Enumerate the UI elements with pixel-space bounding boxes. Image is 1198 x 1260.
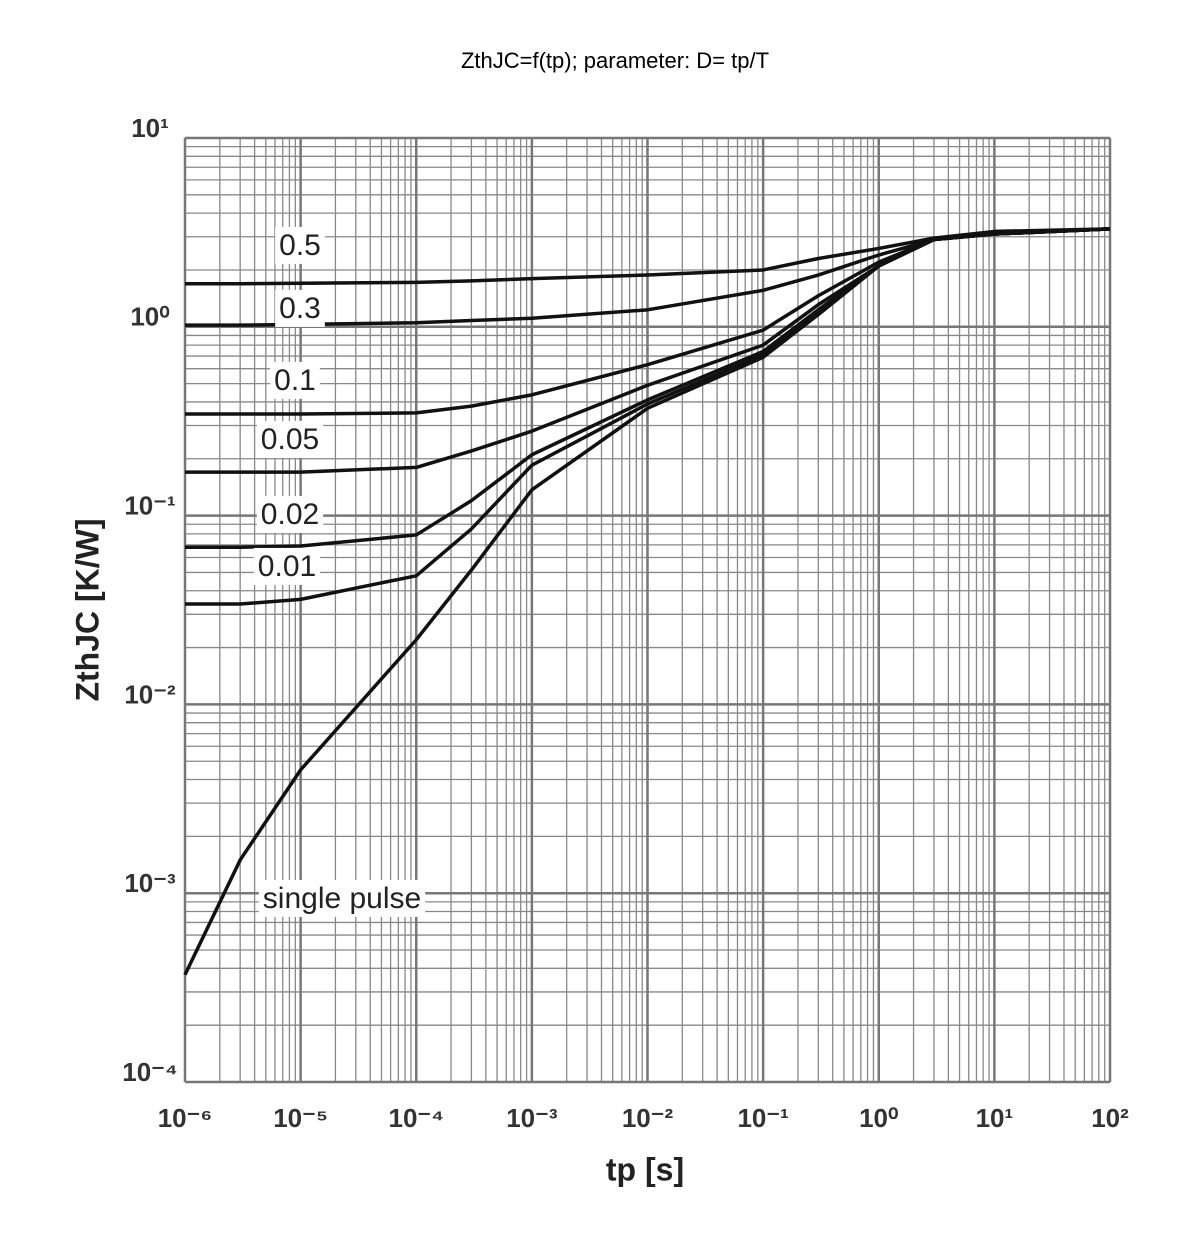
x-tick-label: 10²	[1091, 1103, 1129, 1133]
series-label-bg	[275, 226, 325, 264]
series-label: 0.1	[274, 364, 316, 397]
x-axis-title: tp [s]	[606, 1151, 684, 1187]
series-label-bg	[256, 495, 324, 533]
series-label-bg	[256, 420, 324, 458]
x-tick-label: 10⁻³	[506, 1103, 558, 1133]
series-label-bg	[258, 879, 426, 917]
y-tick-label: 10⁻⁴	[122, 1057, 178, 1087]
series-label-bg	[275, 289, 325, 327]
x-tick-label: 10⁻⁶	[158, 1103, 213, 1133]
series-label: 0.05	[261, 423, 319, 456]
grid	[183, 136, 1112, 1084]
chart-title: ZthJC=f(tp); parameter: D= tp/T	[461, 48, 769, 73]
y-tick-label: 10¹	[131, 113, 169, 143]
x-tick-label: 10⁰	[859, 1103, 898, 1133]
y-tick-label: 10⁻¹	[124, 490, 175, 520]
series-label: 0.3	[279, 292, 321, 325]
x-tick-label: 10⁻⁵	[273, 1103, 328, 1133]
series-label: 0.02	[261, 498, 319, 531]
y-tick-label: 10⁻³	[124, 868, 176, 898]
series-line	[183, 227, 1111, 976]
y-tick-label: 10⁻²	[124, 679, 176, 709]
series-label-bg	[253, 547, 321, 585]
series-label: single pulse	[263, 882, 421, 915]
series-label: 0.01	[258, 550, 316, 583]
series-label-bg	[270, 361, 320, 399]
y-axis-title: ZthJC [K/W]	[69, 518, 105, 701]
x-tick-label: 10¹	[976, 1103, 1014, 1133]
x-tick-label: 10⁻²	[622, 1103, 674, 1133]
x-tick-label: 10⁻¹	[737, 1103, 788, 1133]
y-tick-label: 10⁰	[130, 302, 169, 332]
series-label: 0.5	[279, 229, 321, 262]
x-tick-label: 10⁻⁴	[388, 1103, 444, 1133]
